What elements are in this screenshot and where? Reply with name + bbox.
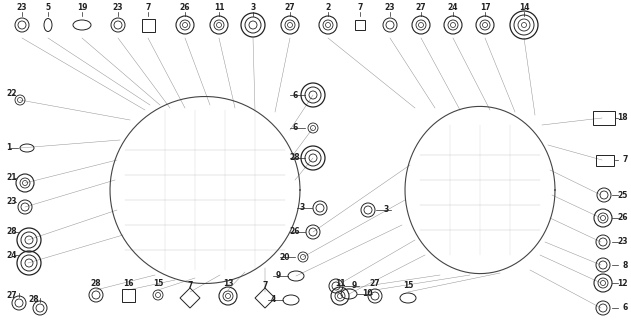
Text: 23: 23: [618, 237, 628, 246]
Text: 6: 6: [292, 91, 298, 100]
Text: 28: 28: [91, 278, 102, 287]
Text: 12: 12: [618, 278, 628, 287]
Text: 17: 17: [480, 4, 490, 12]
Text: 24: 24: [448, 4, 458, 12]
Text: 7: 7: [145, 4, 151, 12]
Text: 7: 7: [623, 156, 628, 164]
Text: 11: 11: [214, 4, 224, 12]
Text: 6: 6: [292, 124, 298, 132]
Text: 24: 24: [6, 251, 16, 260]
Text: 15: 15: [153, 278, 163, 287]
Text: 21: 21: [6, 173, 16, 182]
Text: 5: 5: [45, 4, 50, 12]
Text: 26: 26: [618, 213, 628, 222]
Bar: [122, 289, 134, 301]
Text: 23: 23: [6, 197, 16, 206]
Text: 23: 23: [113, 4, 123, 12]
Text: 26: 26: [290, 228, 300, 236]
Text: 28: 28: [290, 154, 300, 163]
Text: 19: 19: [77, 4, 87, 12]
Text: 3: 3: [384, 205, 389, 214]
Text: 1: 1: [6, 143, 11, 153]
Text: 28: 28: [6, 228, 16, 236]
Text: 15: 15: [403, 282, 413, 291]
Text: 2: 2: [326, 4, 331, 12]
Text: 9: 9: [351, 282, 357, 291]
Text: 22: 22: [6, 90, 16, 99]
Bar: [355, 20, 365, 30]
Text: 4: 4: [270, 295, 276, 305]
Text: 23: 23: [17, 4, 27, 12]
Bar: [596, 155, 614, 165]
Text: 13: 13: [223, 279, 233, 289]
Bar: [593, 111, 615, 125]
Text: 9: 9: [275, 271, 281, 281]
Text: 8: 8: [623, 260, 628, 269]
Text: 6: 6: [623, 303, 628, 313]
Text: 27: 27: [416, 4, 427, 12]
Text: 16: 16: [123, 278, 133, 287]
Text: 25: 25: [618, 190, 628, 199]
Text: 28: 28: [28, 295, 38, 305]
Text: 23: 23: [385, 4, 395, 12]
Text: 7: 7: [357, 4, 363, 12]
Bar: [141, 19, 155, 31]
Text: 27: 27: [6, 291, 16, 300]
Text: 3: 3: [299, 204, 305, 212]
Text: 27: 27: [285, 4, 295, 12]
Text: 11: 11: [335, 279, 345, 289]
Text: 10: 10: [362, 290, 372, 299]
Text: 3: 3: [251, 4, 256, 12]
Text: 7: 7: [262, 282, 268, 291]
Text: 18: 18: [617, 114, 628, 123]
Text: 27: 27: [370, 279, 380, 289]
Text: 7: 7: [187, 282, 192, 291]
Text: 20: 20: [280, 252, 290, 261]
Text: 14: 14: [519, 4, 529, 12]
Text: 26: 26: [180, 4, 191, 12]
